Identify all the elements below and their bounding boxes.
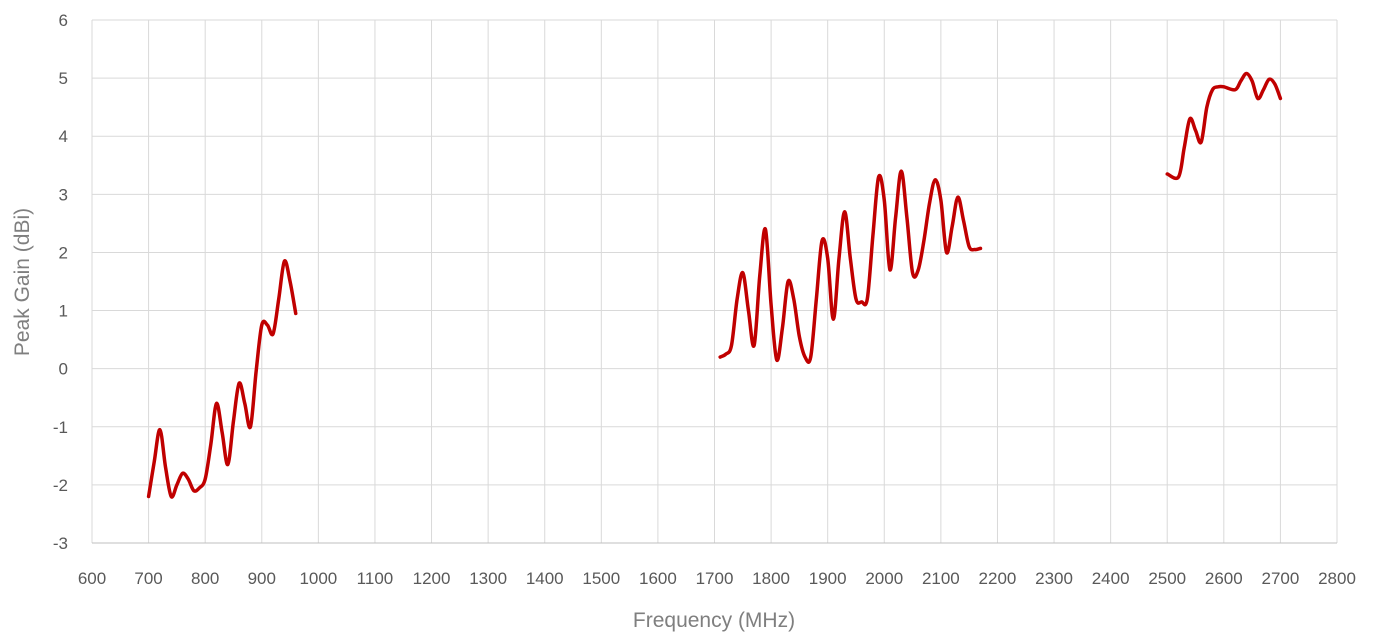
x-tick-label: 2100 xyxy=(922,569,960,588)
x-tick-label: 1800 xyxy=(752,569,790,588)
y-tick-label: 4 xyxy=(59,127,68,146)
x-axis-title: Frequency (MHz) xyxy=(633,609,795,632)
x-tick-label: 2200 xyxy=(979,569,1017,588)
x-tick-label: 1900 xyxy=(809,569,847,588)
series-line-band-3 xyxy=(1165,71,1283,181)
x-tick-label: 700 xyxy=(134,569,162,588)
x-tick-label: 2500 xyxy=(1148,569,1186,588)
y-tick-labels: -3 -2 -1 0 1 2 3 4 5 6 xyxy=(53,11,68,553)
grid xyxy=(91,19,1338,543)
x-tick-label: 2700 xyxy=(1261,569,1299,588)
y-tick-label: 1 xyxy=(59,302,68,321)
x-tick-label: 900 xyxy=(248,569,276,588)
y-tick-label: -2 xyxy=(53,476,68,495)
x-tick-label: 2800 xyxy=(1318,569,1356,588)
x-tick-label: 1300 xyxy=(469,569,507,588)
x-tick-label: 2400 xyxy=(1092,569,1130,588)
x-tick-label: 1200 xyxy=(413,569,451,588)
x-tick-label: 1400 xyxy=(526,569,564,588)
x-tick-label: 800 xyxy=(191,569,219,588)
y-tick-label: -1 xyxy=(53,418,68,437)
x-tick-label: 600 xyxy=(78,569,106,588)
y-tick-label: 0 xyxy=(59,360,68,379)
y-tick-label: 5 xyxy=(59,69,68,88)
series-line-band-1 xyxy=(146,259,298,499)
x-tick-label: 1700 xyxy=(696,569,734,588)
y-tick-label: 3 xyxy=(59,185,68,204)
x-tick-label: 2600 xyxy=(1205,569,1243,588)
series-line-band-2 xyxy=(718,169,983,364)
series xyxy=(146,71,1283,499)
y-tick-label: 2 xyxy=(59,243,68,262)
y-tick-label: 6 xyxy=(59,11,68,30)
y-tick-label: -3 xyxy=(53,534,68,553)
x-tick-label: 1000 xyxy=(299,569,337,588)
x-tick-label: 1100 xyxy=(357,569,394,588)
x-tick-label: 2300 xyxy=(1035,569,1073,588)
x-tick-label: 2000 xyxy=(865,569,903,588)
x-tick-label: 1500 xyxy=(582,569,620,588)
y-axis-title: Peak Gain (dBi) xyxy=(11,208,34,356)
x-tick-labels: 600 700 800 900 1000 1100 1200 1300 1400 1500 1600… xyxy=(78,569,1356,588)
x-tick-label: 1600 xyxy=(639,569,677,588)
